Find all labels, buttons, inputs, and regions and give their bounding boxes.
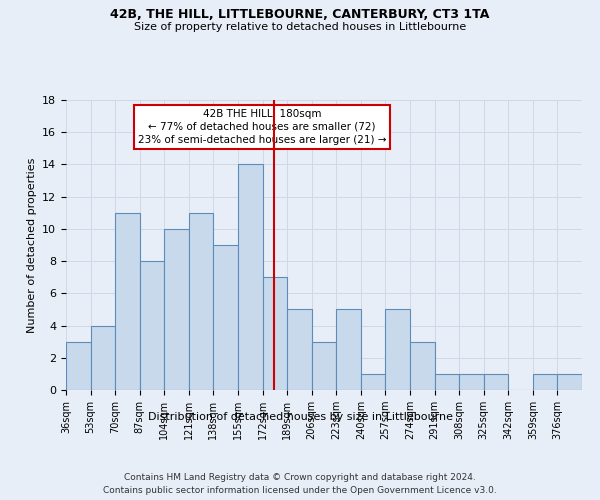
Y-axis label: Number of detached properties: Number of detached properties	[26, 158, 37, 332]
Bar	[164, 229, 189, 390]
Text: Contains public sector information licensed under the Open Government Licence v3: Contains public sector information licen…	[103, 486, 497, 495]
Bar	[336, 310, 361, 390]
Bar	[434, 374, 459, 390]
Bar	[91, 326, 115, 390]
Bar	[533, 374, 557, 390]
Text: 42B, THE HILL, LITTLEBOURNE, CANTERBURY, CT3 1TA: 42B, THE HILL, LITTLEBOURNE, CANTERBURY,…	[110, 8, 490, 20]
Bar	[312, 342, 336, 390]
Bar	[361, 374, 385, 390]
Bar	[410, 342, 434, 390]
Bar	[385, 310, 410, 390]
Bar	[287, 310, 312, 390]
Text: Contains HM Land Registry data © Crown copyright and database right 2024.: Contains HM Land Registry data © Crown c…	[124, 472, 476, 482]
Bar	[140, 261, 164, 390]
Bar	[238, 164, 263, 390]
Text: 42B THE HILL: 180sqm
← 77% of detached houses are smaller (72)
23% of semi-detac: 42B THE HILL: 180sqm ← 77% of detached h…	[138, 108, 386, 145]
Text: Size of property relative to detached houses in Littlebourne: Size of property relative to detached ho…	[134, 22, 466, 32]
Bar	[263, 277, 287, 390]
Bar	[557, 374, 582, 390]
Bar	[115, 213, 140, 390]
Bar	[189, 213, 214, 390]
Bar	[459, 374, 484, 390]
Bar	[66, 342, 91, 390]
Text: Distribution of detached houses by size in Littlebourne: Distribution of detached houses by size …	[148, 412, 452, 422]
Bar	[484, 374, 508, 390]
Bar	[214, 245, 238, 390]
